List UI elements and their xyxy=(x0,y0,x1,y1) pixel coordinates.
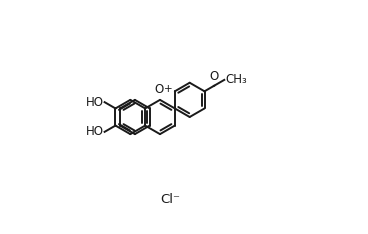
Text: CH₃: CH₃ xyxy=(226,73,247,86)
Text: Cl⁻: Cl⁻ xyxy=(160,193,180,206)
Text: HO: HO xyxy=(85,96,103,109)
Text: HO: HO xyxy=(85,125,103,138)
Text: O: O xyxy=(154,84,163,96)
Text: O: O xyxy=(209,70,219,83)
Text: +: + xyxy=(164,84,173,94)
